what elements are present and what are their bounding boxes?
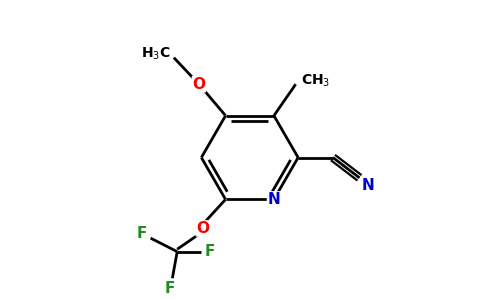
- Text: CH$_3$: CH$_3$: [302, 73, 331, 89]
- Text: N: N: [362, 178, 375, 193]
- Text: O: O: [197, 221, 209, 236]
- Text: O: O: [193, 77, 205, 92]
- Text: F: F: [205, 244, 215, 259]
- Text: N: N: [268, 192, 280, 207]
- Text: H$_3$C: H$_3$C: [140, 46, 170, 62]
- Text: F: F: [165, 281, 175, 296]
- Text: F: F: [136, 226, 147, 241]
